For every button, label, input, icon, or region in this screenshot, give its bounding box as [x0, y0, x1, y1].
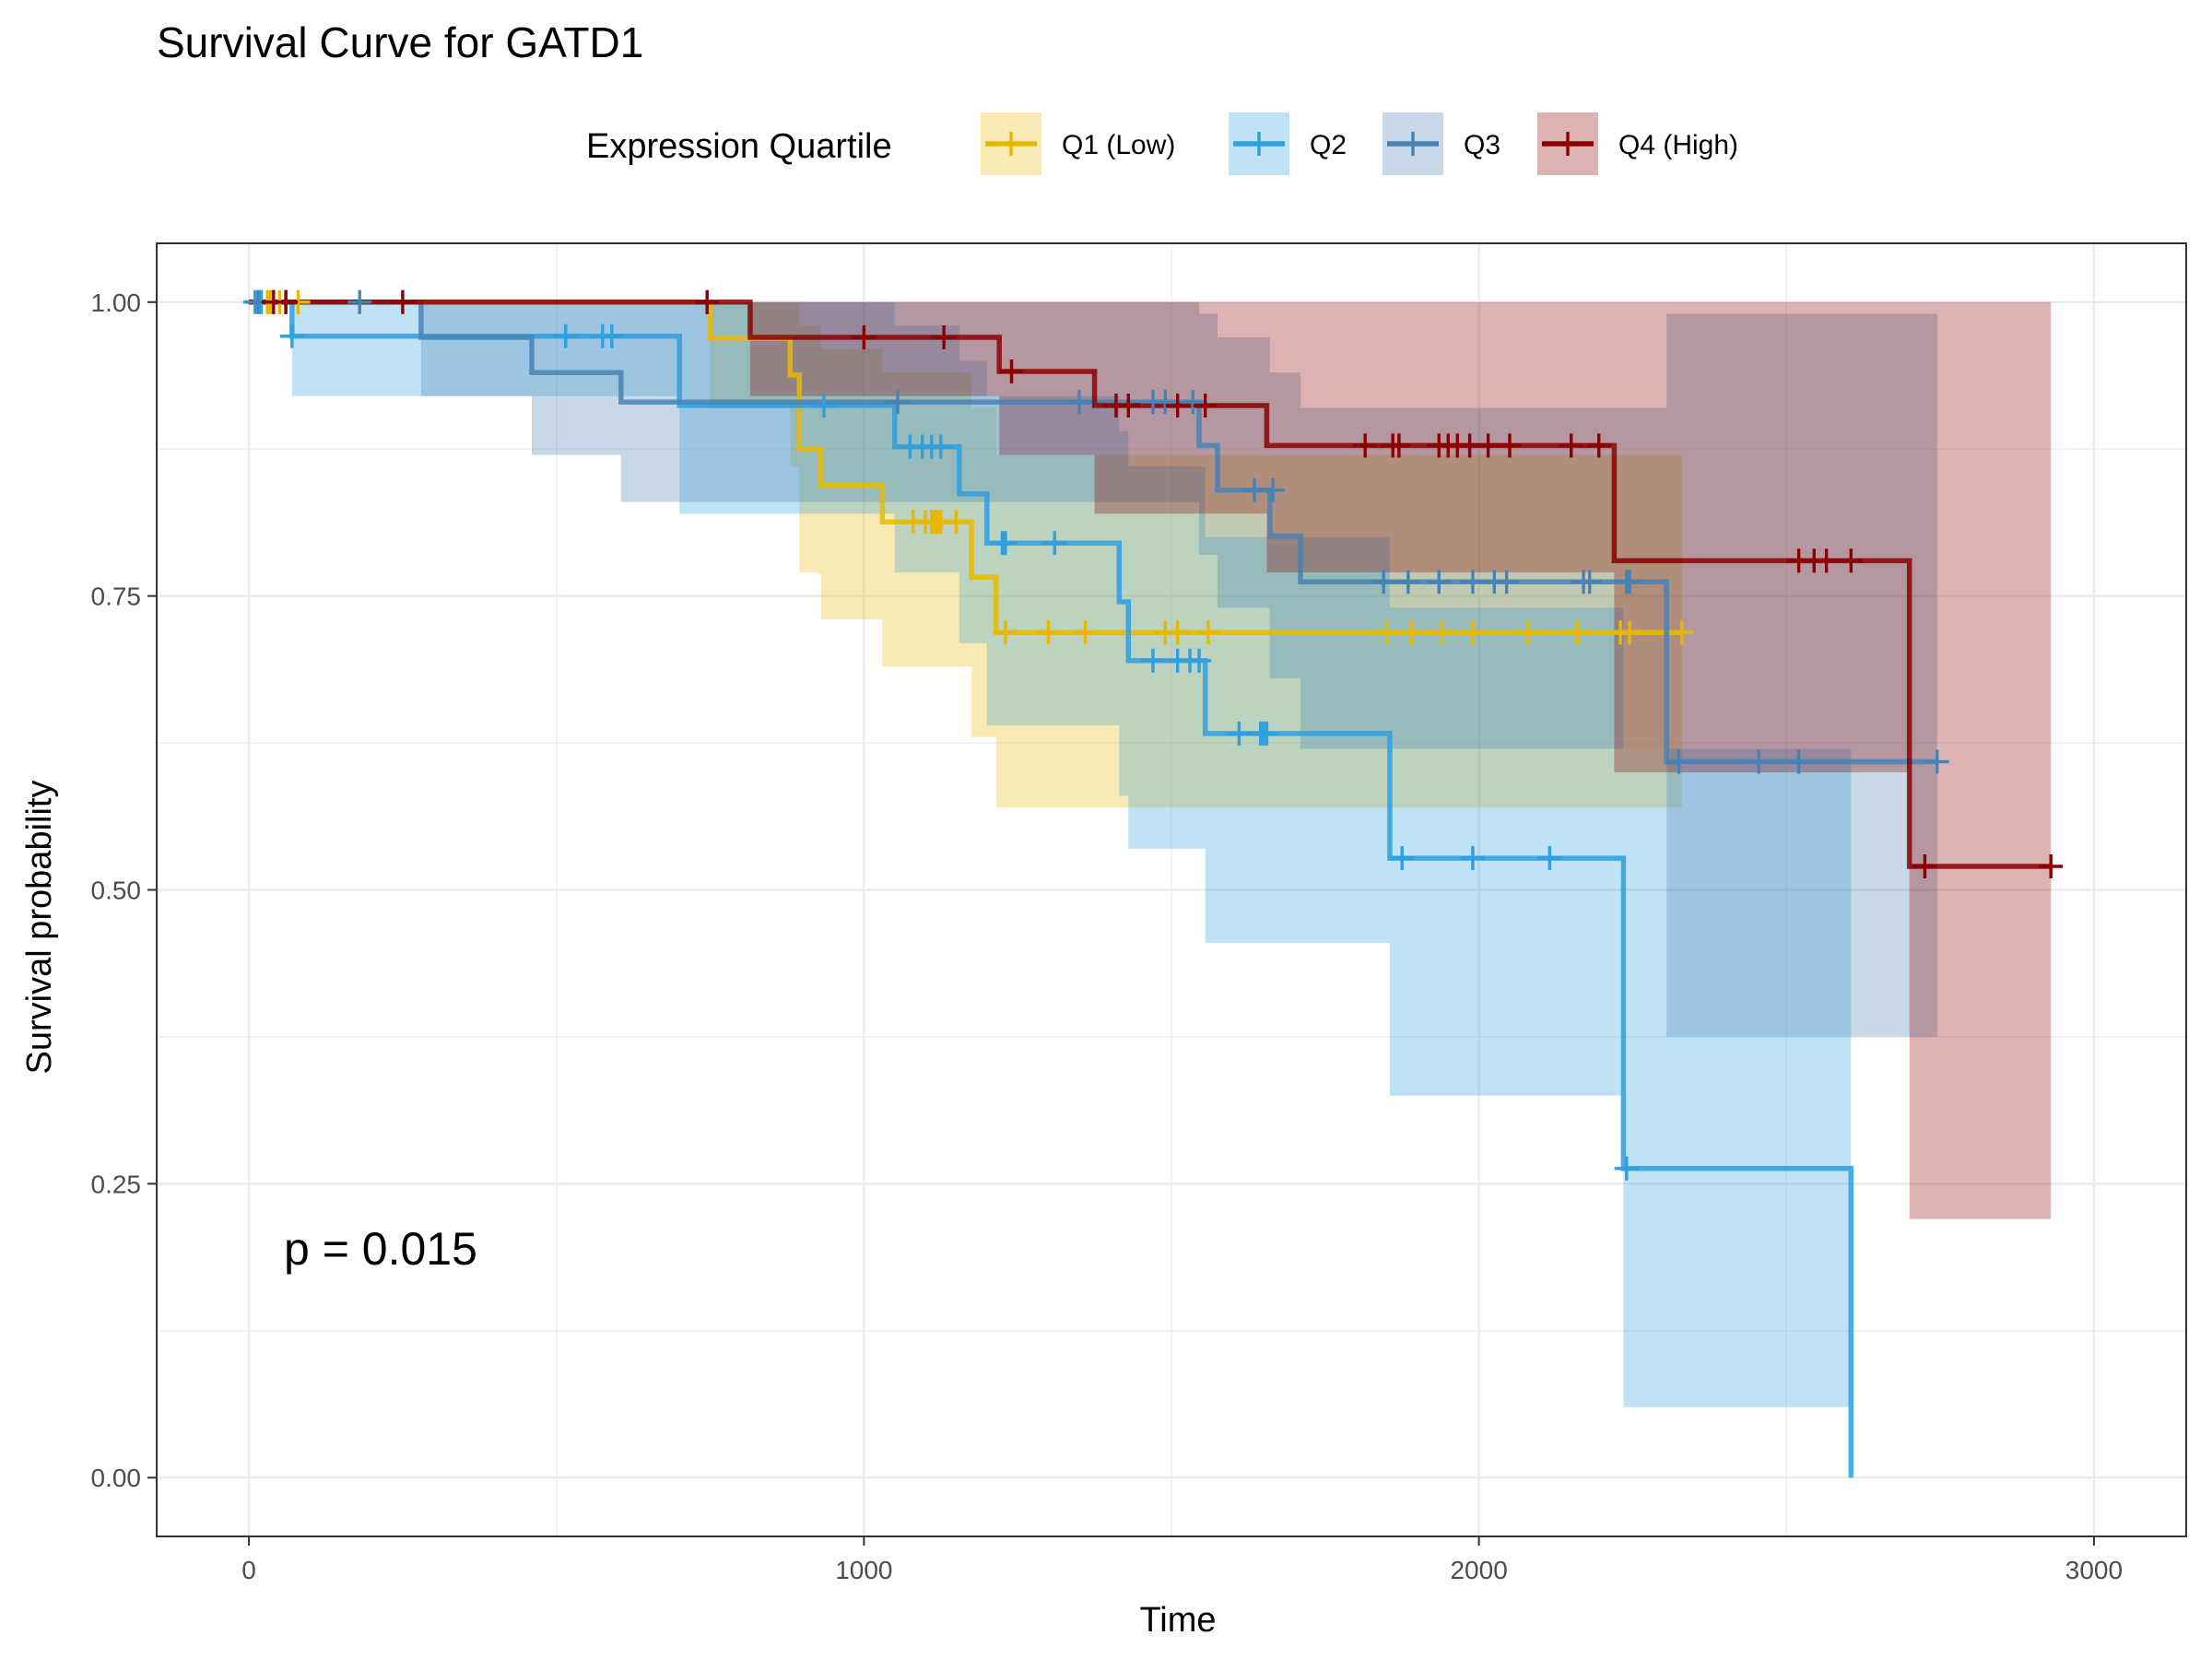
legend-title: Expression Quartile: [586, 127, 892, 166]
legend-label: Q4 (High): [1618, 130, 1738, 160]
censor-mark: [1353, 433, 1378, 458]
censor-mark: [1460, 846, 1485, 871]
censor-mark: [1577, 570, 1602, 594]
censor-mark: [993, 531, 1018, 556]
censor-mark: [1165, 394, 1190, 418]
censor-marks: [242, 289, 2064, 1181]
censor-mark: [1066, 390, 1091, 415]
censor-mark: [553, 324, 578, 348]
p-value-annotation: p = 0.015: [284, 1223, 477, 1275]
censor-mark: [852, 325, 877, 350]
censor-mark: [1427, 570, 1452, 594]
censor-mark: [1036, 620, 1061, 645]
censor-mark: [1374, 620, 1399, 645]
censor-mark: [1924, 749, 1949, 774]
censor-mark: [1747, 749, 1771, 774]
censor-mark: [999, 359, 1024, 384]
censor-mark: [279, 324, 304, 348]
censor-mark: [1042, 531, 1067, 556]
censor-mark: [1116, 394, 1141, 418]
y-tick-label: 1.00: [91, 288, 142, 317]
confidence-band: [249, 301, 1937, 1037]
censor-mark: [1839, 548, 1864, 573]
censor-mark: [1386, 433, 1411, 458]
censor-mark: [1227, 721, 1252, 746]
legend: Expression Quartile Q1 (Low) Q2 Q3 Q4 (High…: [586, 112, 1738, 175]
survival-curve: [249, 300, 1937, 765]
confidence-band: [249, 301, 1682, 808]
x-axis-title: Time: [1139, 1601, 1216, 1640]
y-tick-label: 0.50: [91, 877, 142, 905]
censor-mark: [1476, 433, 1500, 458]
confidence-bands: [249, 301, 2052, 1407]
censor-mark: [944, 510, 969, 535]
y-tick-label: 0.25: [91, 1170, 142, 1198]
censor-mark: [274, 289, 299, 314]
legend-label: Q2: [1310, 130, 1347, 160]
censor-mark: [993, 620, 1018, 645]
censor-mark: [1912, 853, 1937, 878]
censor-mark: [1614, 1156, 1639, 1181]
censor-mark: [1196, 620, 1221, 645]
x-tick-label: 2000: [1450, 1556, 1507, 1584]
censor-mark: [1153, 390, 1178, 415]
axes: 0 1000 2000 3000 0.00 0.25 0.50 0.75 1.00: [91, 288, 2124, 1584]
censor-mark: [1460, 570, 1485, 594]
censor-mark: [1460, 620, 1485, 645]
censor-mark: [1193, 394, 1218, 418]
censor-mark: [932, 325, 957, 350]
censor-mark: [1254, 721, 1279, 746]
legend-key: [1382, 112, 1443, 175]
censor-mark: [390, 289, 415, 314]
censor-mark: [1618, 570, 1642, 594]
x-tick-label: 1000: [835, 1556, 892, 1584]
censor-mark: [1565, 620, 1590, 645]
censor-mark: [1559, 433, 1583, 458]
x-tick-label: 0: [241, 1556, 256, 1584]
censor-mark: [1666, 749, 1691, 774]
censor-mark: [1165, 620, 1190, 645]
confidence-band: [249, 301, 2052, 1219]
legend-key: [1537, 112, 1598, 175]
x-tick-label: 3000: [2065, 1556, 2123, 1584]
censor-mark: [886, 390, 911, 415]
censor-mark: [1586, 433, 1611, 458]
censor-mark: [1516, 620, 1541, 645]
censor-mark: [1814, 548, 1839, 573]
legend-key: [981, 112, 1041, 175]
y-tick-label: 0.00: [91, 1464, 142, 1492]
legend-label: Q1 (Low): [1062, 130, 1175, 160]
censor-mark: [1618, 620, 1642, 645]
censor-mark: [1371, 570, 1396, 594]
plot-panel: [157, 243, 2186, 1536]
censor-mark: [1786, 749, 1811, 774]
censor-mark: [2039, 853, 2064, 878]
legend-key: [1229, 112, 1289, 175]
censor-mark: [1494, 570, 1519, 594]
censor-mark: [1399, 620, 1424, 645]
y-axis-title: Survival probability: [20, 781, 59, 1075]
censor-mark: [1395, 570, 1420, 594]
censor-mark: [1537, 846, 1562, 871]
chart-title: Survival Curve for GATD1: [157, 18, 643, 66]
censor-mark: [1498, 433, 1522, 458]
censor-mark: [695, 289, 720, 314]
y-tick-label: 0.75: [91, 582, 142, 611]
confidence-band: [249, 301, 1852, 1407]
censor-mark: [347, 289, 372, 314]
censor-mark: [1181, 390, 1206, 415]
censor-mark: [1669, 620, 1694, 645]
censor-mark: [1261, 477, 1286, 502]
censor-mark: [1430, 620, 1454, 645]
censor-mark: [1187, 648, 1212, 673]
censor-mark: [1140, 648, 1165, 673]
censor-mark: [1390, 846, 1415, 871]
censor-mark: [1073, 620, 1098, 645]
legend-label: Q3: [1464, 130, 1500, 160]
censor-mark: [811, 394, 836, 418]
censor-mark: [599, 324, 624, 348]
censor-mark: [928, 434, 953, 459]
